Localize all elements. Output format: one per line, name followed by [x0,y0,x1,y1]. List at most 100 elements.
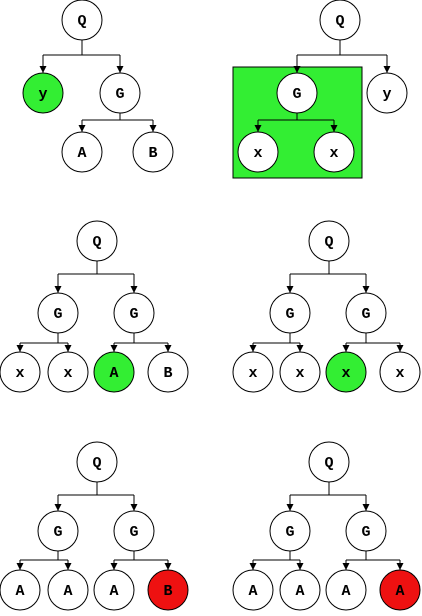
node-label: A [109,365,118,382]
node-label: x [395,365,404,382]
tree-node: x [47,351,89,393]
node-label: G [129,524,138,541]
node-circle [37,510,79,552]
tree-node: A [279,569,321,611]
node-circle [325,351,367,393]
node-circle [61,131,103,173]
node-label: G [361,524,370,541]
tree-node: A [47,569,89,611]
tree-3: Q G Gx x A B [0,220,189,393]
tree-5: Q G G A A A B [0,441,189,611]
node-circle [269,510,311,552]
node-label: A [395,583,404,600]
node-label: G [361,306,370,323]
tree-node: Q [308,220,350,262]
tree-node: B [132,131,174,173]
node-circle [147,569,189,611]
tree-node: Q [76,220,118,262]
tree-node: x [0,351,41,393]
node-label: A [248,583,257,600]
tree-node: A [232,569,274,611]
tree-node: G [269,510,311,552]
node-circle [325,569,367,611]
node-circle [379,569,421,611]
tree-node: Q [61,0,103,41]
tree-node: Q [319,0,361,41]
node-circle [279,351,321,393]
node-circle [308,441,350,483]
node-label: Q [335,13,344,30]
tree-node: y [366,72,408,114]
node-circle [232,351,274,393]
tree-node: A [93,569,135,611]
node-circle [366,72,408,114]
tree-node: G [113,510,155,552]
node-circle [47,569,89,611]
node-circle [308,220,350,262]
tree-node: A [325,569,367,611]
tree-node: A [93,351,135,393]
node-label: Q [324,234,333,251]
node-circle [99,72,141,114]
node-label: Q [92,234,101,251]
node-circle [76,220,118,262]
tree-node: Q [308,441,350,483]
node-label: G [129,306,138,323]
tree-node: G [37,510,79,552]
node-label: A [77,145,86,162]
node-circle [313,131,355,173]
node-label: x [63,365,72,382]
tree-node: B [147,351,189,393]
node-label: A [295,583,304,600]
node-circle [132,131,174,173]
node-circle [0,569,41,611]
node-circle [113,292,155,334]
node-label: G [292,86,301,103]
tree-node: x [325,351,367,393]
node-circle [379,351,421,393]
tree-node: x [237,131,279,173]
node-label: A [15,583,24,600]
node-circle [76,441,118,483]
node-label: x [253,145,262,162]
node-label: x [329,145,338,162]
tree-4: Q G Gx x x x [232,220,421,393]
tree-6: Q G G A A A A [232,441,421,611]
node-label: G [285,524,294,541]
node-label: Q [77,13,86,30]
tree-node: G [345,510,387,552]
tree-node: A [379,569,421,611]
node-circle [147,351,189,393]
node-circle [22,72,64,114]
node-circle [47,351,89,393]
node-circle [279,569,321,611]
tree-node: Q [76,441,118,483]
node-circle [345,510,387,552]
node-label: B [163,365,172,382]
node-circle [237,131,279,173]
node-circle [93,569,135,611]
node-circle [0,351,41,393]
node-label: G [285,306,294,323]
node-circle [93,351,135,393]
node-label: y [38,86,47,103]
tree-node: x [279,351,321,393]
node-label: y [382,86,391,103]
tree-node: A [61,131,103,173]
node-label: Q [92,455,101,472]
node-circle [61,0,103,41]
tree-node: G [99,72,141,114]
node-label: x [295,365,304,382]
tree-node: G [276,72,318,114]
tree-node: G [37,292,79,334]
tree-node: G [269,292,311,334]
node-circle [269,292,311,334]
tree-node: A [0,569,41,611]
node-circle [319,0,361,41]
tree-1: Qy G A B [22,0,174,173]
tree-node: G [345,292,387,334]
node-label: A [109,583,118,600]
node-circle [276,72,318,114]
tree-node: x [232,351,274,393]
